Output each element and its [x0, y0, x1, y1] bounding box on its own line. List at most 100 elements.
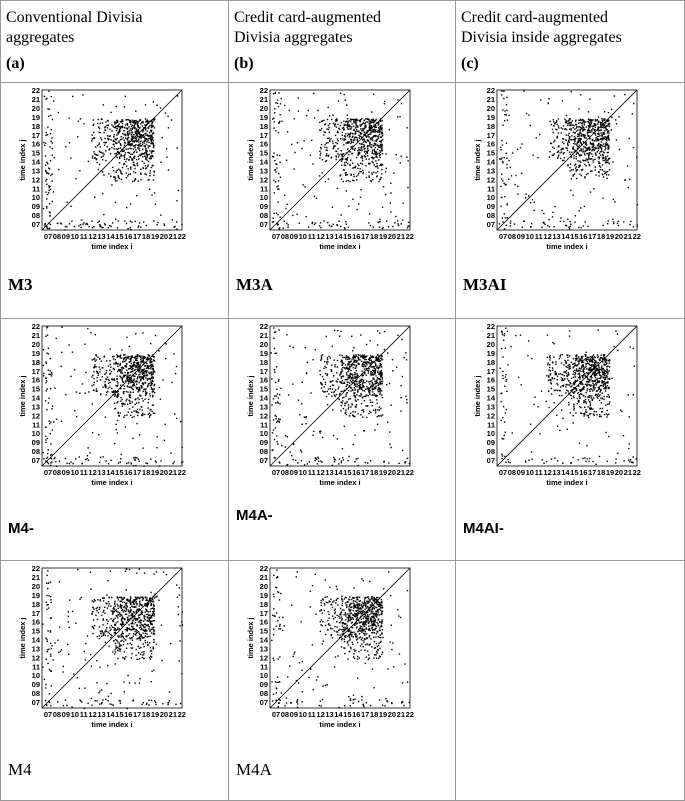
recurrence-dot [590, 370, 593, 373]
recurrence-dot [606, 119, 609, 121]
recurrence-dot [561, 373, 564, 376]
recurrence-dot [548, 375, 550, 377]
diagonal [496, 89, 638, 231]
recurrence-dot [108, 173, 110, 175]
y-tick-label: 16 [487, 376, 495, 385]
recurrence-dot [157, 221, 159, 224]
recurrence-dot [587, 111, 590, 113]
recurrence-dot [129, 367, 132, 369]
recurrence-dot [577, 356, 580, 358]
x-axis-label: time index i [91, 242, 132, 251]
recurrence-dot [375, 172, 377, 174]
recurrence-dot [121, 379, 124, 381]
recurrence-dot [590, 122, 593, 124]
recurrence-dot [353, 382, 356, 384]
recurrence-dot [126, 385, 129, 388]
recurrence-dot [363, 354, 366, 356]
column-title: Conventional Divisia [6, 9, 142, 26]
y-tick-label: 11 [32, 184, 40, 193]
recurrence-dot [272, 221, 275, 223]
recurrence-dot [381, 147, 383, 149]
recurrence-dot [144, 133, 146, 135]
recurrence-dot [45, 390, 47, 392]
recurrence-dot [559, 152, 561, 154]
recurrence-dot [406, 457, 409, 460]
recurrence-dot [582, 159, 584, 162]
recurrence-dot [330, 225, 333, 227]
recurrence-dot [375, 380, 377, 382]
recurrence-dot [127, 368, 130, 370]
recurrence-dot [606, 143, 609, 145]
recurrence-dot [149, 170, 152, 172]
recurrence-dot [363, 361, 365, 363]
recurrence-dot [373, 164, 376, 166]
recurrence-dot [161, 136, 163, 139]
recurrence-dot [372, 378, 374, 380]
recurrence-dot [370, 386, 372, 388]
recurrence-dot [141, 160, 144, 163]
recurrence-dot [398, 462, 400, 465]
recurrence-dot [376, 122, 379, 124]
recurrence-dot [360, 360, 363, 363]
recurrence-dot [371, 131, 373, 133]
recurrence-dot [604, 121, 607, 124]
recurrence-dot [81, 462, 83, 465]
recurrence-dot [376, 359, 378, 362]
recurrence-dot [127, 371, 130, 374]
recurrence-dot [529, 124, 531, 127]
recurrence-dot [584, 177, 586, 179]
recurrence-dot [377, 123, 380, 125]
recurrence-dot [151, 404, 154, 407]
recurrence-dot [276, 435, 278, 437]
recurrence-dot [46, 172, 48, 174]
recurrence-dot [567, 134, 570, 136]
recurrence-dot [326, 149, 328, 152]
recurrence-dot [365, 126, 367, 128]
recurrence-dot [608, 157, 611, 160]
recurrence-dot [589, 401, 591, 403]
recurrence-dot [319, 374, 322, 376]
recurrence-dot [143, 134, 145, 136]
recurrence-dot [346, 378, 349, 380]
recurrence-dot [565, 383, 567, 386]
recurrence-dot [130, 357, 133, 359]
recurrence-dot [369, 127, 371, 130]
recurrence-dot [119, 121, 122, 123]
recurrence-dot [115, 361, 118, 364]
recurrence-dot [551, 216, 554, 218]
recurrence-dot [364, 395, 367, 397]
recurrence-dot [127, 143, 130, 146]
recurrence-dot [574, 376, 577, 378]
recurrence-dot [502, 180, 504, 182]
column-title: Divisia inside aggregates [461, 29, 622, 46]
recurrence-dot [277, 180, 280, 182]
recurrence-dot [359, 196, 362, 199]
recurrence-dot [501, 144, 504, 146]
recurrence-dot [114, 362, 117, 364]
recurrence-dot [153, 119, 155, 121]
recurrence-dot [592, 413, 595, 415]
recurrence-dot [46, 227, 49, 230]
recurrence-dot [272, 93, 275, 95]
x-tick-label: 09 [517, 232, 525, 241]
recurrence-dot [314, 222, 317, 224]
recurrence-dot [561, 141, 564, 143]
recurrence-dot [376, 148, 379, 151]
y-tick-label: 16 [260, 376, 268, 385]
recurrence-dot [93, 225, 95, 228]
recurrence-dot [46, 97, 48, 100]
recurrence-dot [45, 441, 47, 444]
recurrence-dot [511, 152, 514, 154]
recurrence-dot [600, 354, 602, 356]
recurrence-dot [506, 330, 509, 332]
recurrence-dot [364, 361, 366, 363]
recurrence-dot [556, 157, 559, 159]
recurrence-dot [132, 373, 134, 376]
recurrence-dot [585, 363, 587, 365]
recurrence-dot [123, 360, 125, 363]
recurrence-dot [131, 153, 134, 156]
recurrence-dot [51, 147, 54, 150]
recurrence-dot [387, 352, 389, 354]
recurrence-dot [602, 361, 604, 363]
recurrence-dot [105, 460, 107, 462]
